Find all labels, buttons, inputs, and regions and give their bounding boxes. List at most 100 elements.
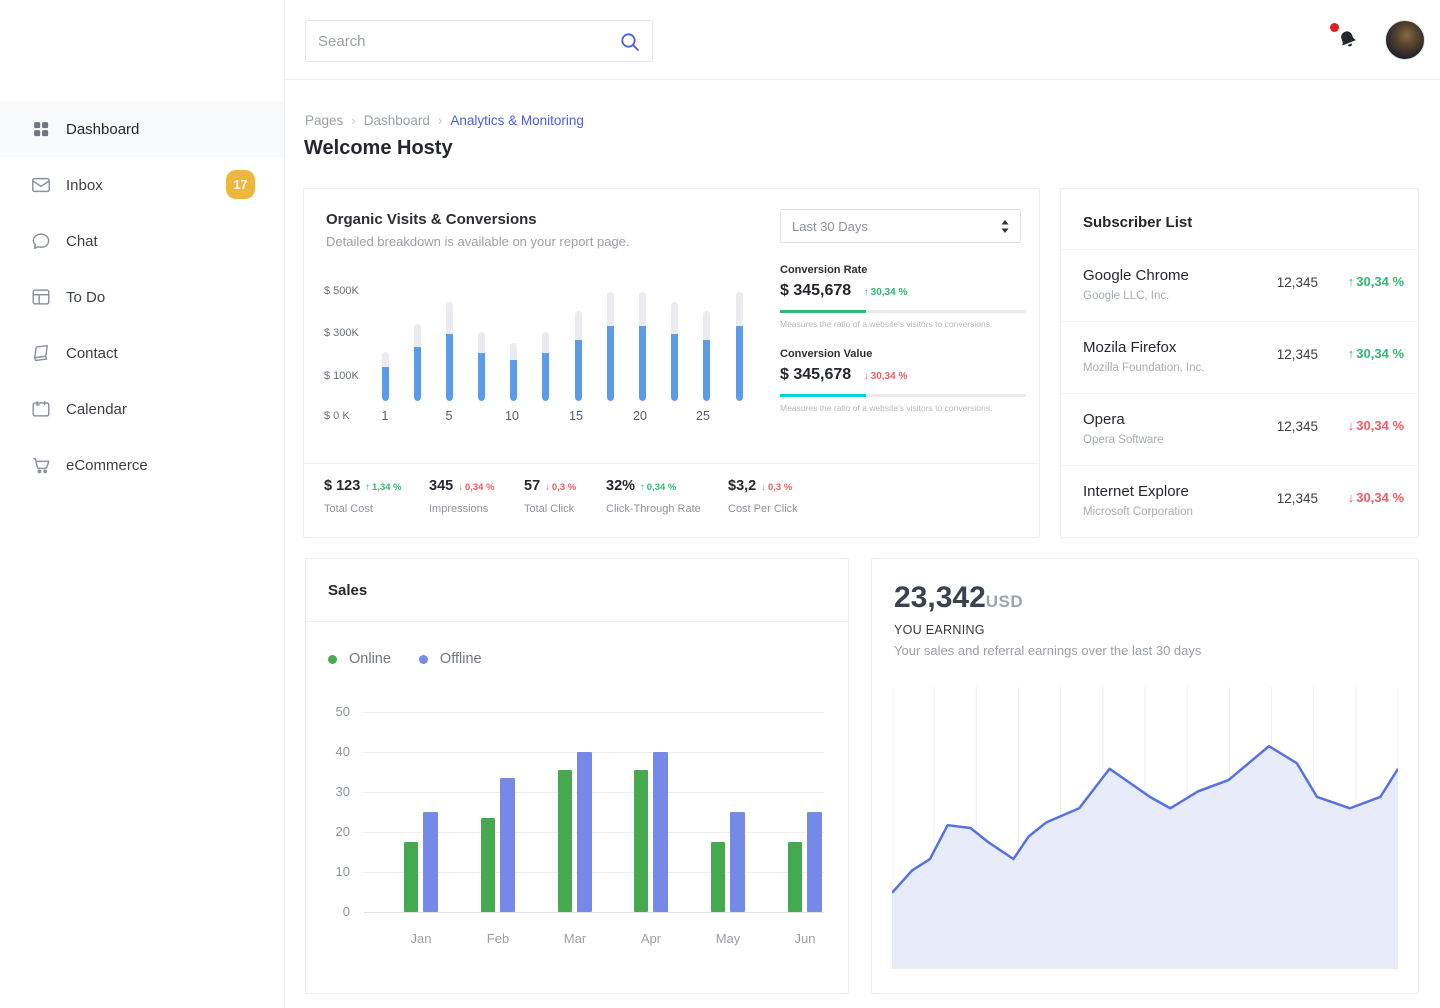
stat-label: Total Cost [324, 503, 373, 515]
organic-visits-card: Organic Visits & Conversions Detailed br… [303, 188, 1040, 538]
search-icon[interactable] [618, 30, 642, 54]
arrow-up-icon [640, 482, 647, 493]
earning-amount: 23,342USD [894, 581, 1024, 614]
breadcrumb-separator: › [437, 113, 443, 128]
book-icon [30, 342, 52, 364]
y-axis-tick: 10 [335, 864, 350, 879]
subscriber-row-firefox: Mozila Firefox Mozilla Foundation, Inc. … [1061, 322, 1418, 394]
calendar-icon [30, 398, 52, 420]
stat-label: Total Click [524, 503, 575, 515]
stat-label: Click-Through Rate [606, 503, 701, 515]
arrow-down-icon [1348, 418, 1357, 433]
conversion-rate-value: $ 345,678 [780, 282, 852, 299]
notifications-button[interactable] [1330, 22, 1366, 58]
x-axis-tick: May [715, 931, 741, 946]
subscriber-list-title: Subscriber List [1083, 214, 1193, 231]
x-axis-tick: 5 [445, 409, 453, 423]
y-axis-tick: $ 100K [324, 370, 359, 382]
arrow-up-icon [864, 287, 871, 298]
arrow-down-icon [1348, 490, 1357, 505]
breadcrumb-pages[interactable]: Pages [305, 113, 344, 128]
earning-currency: USD [985, 592, 1024, 611]
sidebar-item-calendar[interactable]: Calendar [0, 381, 284, 437]
x-axis-tick: Apr [640, 931, 662, 946]
sidebar-item-todo[interactable]: To Do [0, 269, 284, 325]
x-axis-tick: 25 [696, 409, 710, 423]
sidebar-item-inbox[interactable]: Inbox 17 [0, 157, 284, 213]
legend-online: Online [328, 651, 391, 667]
arrow-down-icon [458, 482, 465, 493]
subscriber-change: 30,34 % [1348, 274, 1404, 289]
y-axis-tick: $ 300K [324, 327, 359, 339]
subscriber-change: 30,34 % [1348, 418, 1404, 433]
arrow-down-icon [761, 482, 768, 493]
user-avatar[interactable] [1385, 20, 1425, 60]
stat-total-cost: $ 1231,34 % Total Cost [324, 477, 402, 515]
earning-subtitle: Your sales and referral earnings over th… [894, 643, 1202, 658]
x-axis-tick: Mar [563, 931, 587, 946]
y-axis-tick: $ 500K [324, 285, 359, 297]
stat-click-through-rate: 32%0,34 % Click-Through Rate [606, 477, 701, 515]
y-axis-tick: 0 [342, 904, 350, 919]
sidebar-item-label: Dashboard [66, 120, 140, 138]
conversion-value-value: $ 345,678 [780, 366, 852, 383]
subscriber-row-chrome: Google Chrome Google LLC, Inc. 12,345 30… [1061, 250, 1418, 322]
sidebar-nav: Dashboard Inbox 17 Chat [0, 101, 284, 493]
bell-icon [1332, 24, 1363, 55]
stat-label: Cost Per Click [728, 503, 798, 515]
x-axis-tick: 10 [505, 409, 519, 423]
conversion-rate-label: Conversion Rate [780, 264, 868, 276]
logo [30, 38, 210, 66]
earning-title: YOU EARNING [894, 623, 985, 637]
breadcrumb: Pages › Dashboard › Analytics & Monitoring [305, 113, 584, 128]
dashboard-grid-icon [30, 118, 52, 140]
stat-cost-per-click: $3,20,3 % Cost Per Click [728, 477, 798, 515]
y-axis-tick: 20 [335, 824, 350, 839]
arrow-up-icon [1348, 274, 1357, 289]
conversion-value-block: Conversion Value $ 345,678 30,34 % Measu… [780, 348, 1026, 413]
x-axis-tick: Jun [794, 931, 816, 946]
cart-icon [30, 454, 52, 476]
conversion-rate-progress [780, 310, 1026, 313]
conversion-rate-progress-fill [780, 310, 867, 313]
x-axis-tick: 20 [633, 409, 647, 423]
x-axis-tick: 1 [381, 409, 389, 423]
divider [1061, 249, 1418, 250]
breadcrumb-analytics[interactable]: Analytics & Monitoring [450, 113, 584, 128]
search-box [305, 20, 653, 62]
conversion-value-label: Conversion Value [780, 348, 873, 360]
sidebar-item-ecommerce[interactable]: eCommerce [0, 437, 284, 493]
sidebar-item-label: Calendar [66, 400, 127, 418]
select-arrows-icon [999, 218, 1011, 235]
x-axis-tick: 15 [569, 409, 583, 423]
sidebar-item-dashboard[interactable]: Dashboard [0, 101, 284, 157]
inbox-unread-badge: 17 [226, 170, 255, 199]
period-select[interactable]: Last 30 Days [780, 209, 1021, 243]
subscriber-row-opera: Opera Opera Software 12,345 30,34 % [1061, 394, 1418, 466]
arrow-up-icon [1348, 346, 1357, 361]
arrow-down-icon [864, 371, 871, 382]
subscriber-change: 30,34 % [1348, 346, 1404, 361]
sidebar-item-contact[interactable]: Contact [0, 325, 284, 381]
breadcrumb-dashboard[interactable]: Dashboard [363, 113, 430, 128]
sidebar-item-chat[interactable]: Chat [0, 213, 284, 269]
sidebar-item-label: Chat [66, 232, 98, 250]
conversion-rate-caption: Measures the ratio of a website's visito… [780, 319, 993, 329]
sales-card: Sales Online Offline 50 40 30 20 10 0 Ja… [305, 558, 849, 994]
organic-card-title: Organic Visits & Conversions [326, 211, 537, 228]
legend-dot-offline [418, 654, 428, 664]
stat-label: Impressions [429, 503, 489, 515]
organic-card-subtitle: Detailed breakdown is available on your … [326, 234, 630, 249]
sidebar-item-label: eCommerce [66, 456, 148, 474]
search-input[interactable] [306, 21, 652, 61]
divider [304, 463, 1039, 464]
sidebar-item-label: To Do [66, 288, 106, 306]
x-axis-tick: Feb [486, 931, 510, 946]
divider [306, 621, 848, 622]
chat-bubble-icon [30, 230, 52, 252]
stat-total-click: 570,3 % Total Click [524, 477, 576, 515]
subscriber-change: 30,34 % [1348, 490, 1404, 505]
legend-dot-online [328, 654, 337, 664]
conversion-value-caption: Measures the ratio of a website's visito… [780, 403, 993, 413]
